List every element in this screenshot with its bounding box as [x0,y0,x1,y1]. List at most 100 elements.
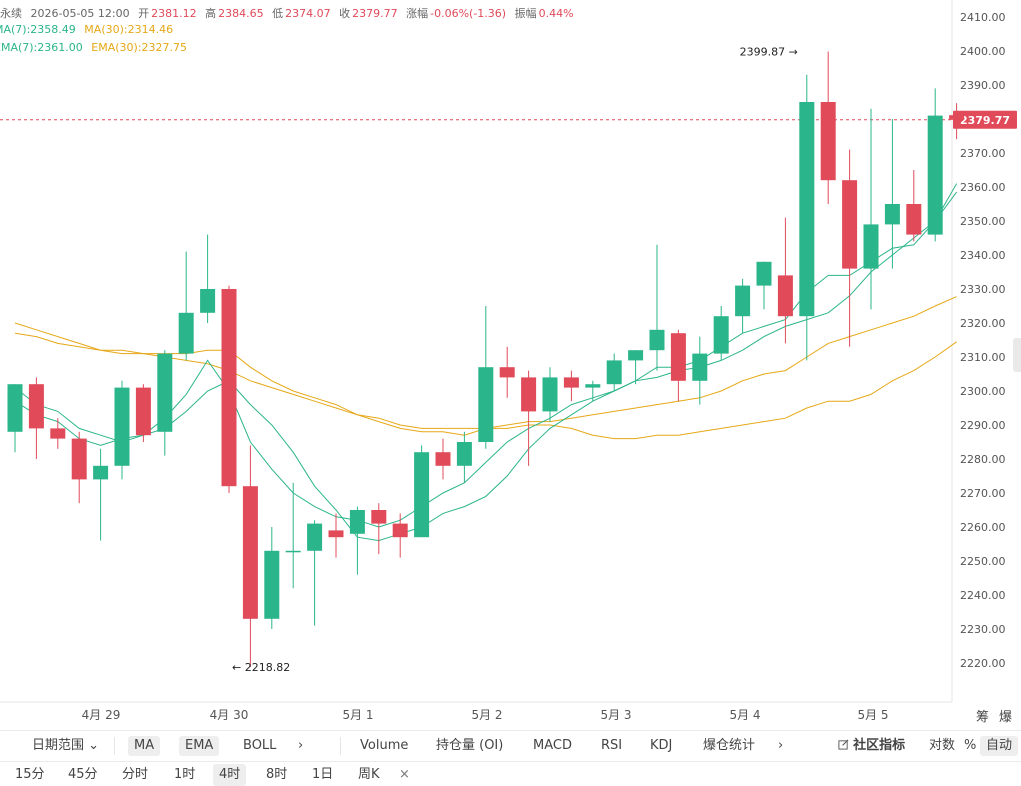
candle[interactable] [28,377,44,459]
datetime-label: 2026-05-05 12:00 [30,7,130,20]
candle[interactable] [264,527,280,629]
open-interest-button[interactable]: 持仓量 (OI) [436,738,504,753]
candle[interactable] [842,149,858,347]
candle-body [264,550,280,619]
auto-scale-toggle[interactable]: 自动 [980,736,1019,756]
candle[interactable] [392,513,408,558]
candle[interactable] [756,261,772,310]
timeframe-1w[interactable]: 周K [358,767,380,782]
y-tick-label: 2240.00 [960,589,1006,602]
ema-button[interactable]: EMA [179,736,220,756]
y-tick-label: 2390.00 [960,79,1006,92]
candle[interactable] [649,244,665,371]
log-scale-toggle[interactable]: 对数 [929,738,956,753]
candle[interactable] [135,384,151,442]
y-tick-label: 2310.00 [960,351,1006,364]
candle[interactable] [242,445,258,668]
candle[interactable] [542,367,558,422]
more-overlays-button[interactable]: › [298,738,304,753]
candle[interactable] [692,336,708,405]
close-icon[interactable]: × [399,767,410,782]
more-indicators-button[interactable]: › [778,738,784,753]
liquidation-map-label[interactable]: 爆 [999,710,1012,725]
candle-body [93,465,109,480]
candle[interactable] [949,103,965,140]
candle-body [135,387,151,436]
candle-body [178,312,194,354]
candle[interactable] [884,119,900,269]
kdj-button[interactable]: KDJ [650,738,673,753]
candle[interactable] [585,380,601,402]
candle[interactable] [499,346,515,398]
candle[interactable] [820,51,836,204]
y-tick-label: 2230.00 [960,623,1006,636]
current-price-tag [953,110,1017,129]
candle[interactable] [777,217,793,344]
timeframe-45m[interactable]: 45分 [68,767,98,782]
timeframe-15m[interactable]: 15分 [15,767,45,782]
ema30-legend: EMA(30):2327.75 [91,41,187,54]
candle[interactable] [178,251,194,361]
timeframe-1d[interactable]: 1日 [312,767,334,782]
candle[interactable] [478,306,494,449]
candle[interactable] [93,448,109,541]
boll-button[interactable]: BOLL [243,738,277,753]
candle[interactable] [50,418,66,449]
candle[interactable] [456,431,472,483]
candle[interactable] [371,503,387,555]
candle[interactable] [285,482,301,589]
candle[interactable] [414,445,430,538]
candle[interactable] [735,278,751,334]
candle[interactable] [7,384,23,453]
chevron-down-icon: ⌄ [88,738,100,753]
x-tick-label: 5月 3 [600,708,631,722]
candle[interactable] [563,370,579,402]
candle[interactable] [349,506,365,575]
candle[interactable] [628,350,644,385]
candle[interactable] [863,108,879,310]
candle[interactable] [200,234,216,323]
timeframe-8h[interactable]: 8时 [266,767,288,782]
candle[interactable] [799,74,815,361]
candle[interactable] [670,329,686,402]
candle[interactable] [521,370,537,466]
rsi-button[interactable]: RSI [601,738,623,753]
y-tick-label: 2400.00 [960,45,1006,58]
symbol-label: 永续 [0,7,22,20]
candle[interactable] [606,353,622,391]
candle[interactable] [157,350,173,456]
y-tick-label: 2250.00 [960,555,1006,568]
candle-body [628,350,644,361]
candle[interactable] [927,88,943,242]
candle-body [863,224,879,269]
macd-button[interactable]: MACD [533,738,572,753]
candle[interactable] [307,520,323,626]
candle[interactable] [328,513,344,558]
date-range-dropdown[interactable]: 日期范围 ⌄ [26,736,105,756]
candle-body [200,289,216,313]
liquidation-stats-button[interactable]: 爆仓统计 [703,738,756,753]
candle-body [242,486,258,619]
y-tick-label: 2410.00 [960,11,1006,24]
ma-button[interactable]: MA [128,736,161,756]
community-indicators-button[interactable]: 社区指标 [832,736,911,756]
candle[interactable] [221,285,237,493]
percent-scale-toggle[interactable]: % [964,738,977,753]
chip-distribution-label[interactable]: 筹 [976,709,989,725]
candlestick-chart[interactable]: 2220.00 2230.00 2240.00 2250.00 2260.00 2270.… [0,0,1021,730]
timeframe-1h[interactable]: 1时 [174,767,196,782]
candle[interactable] [713,306,729,361]
timeframe-4h[interactable]: 4时 [213,764,247,786]
candle[interactable] [435,438,451,480]
open-value: 2381.12 [151,7,197,20]
y-tick-label: 2360.00 [960,181,1006,194]
panel-collapse-handle[interactable] [1013,338,1021,372]
volume-button[interactable]: Volume [360,738,409,753]
candle[interactable] [71,431,87,504]
timeframe-line[interactable]: 分时 [122,767,149,782]
candle-body [735,285,751,317]
y-tick-label: 2290.00 [960,419,1006,432]
candle[interactable] [114,380,130,480]
candle[interactable] [906,170,922,242]
